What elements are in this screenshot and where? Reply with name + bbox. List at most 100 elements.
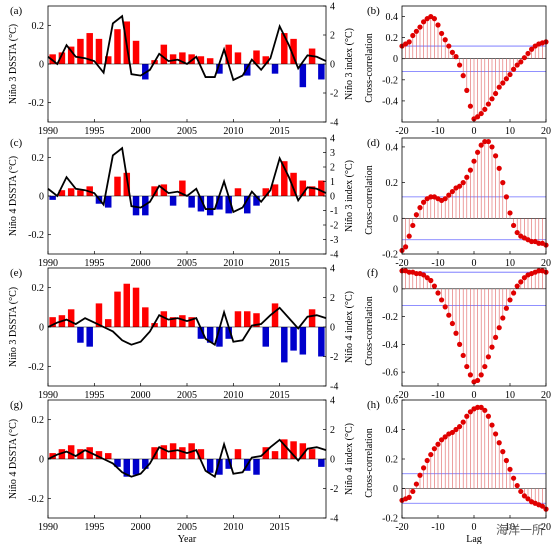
y-right-tick-label-c: 1 xyxy=(330,177,335,188)
x-tick-label-f: 0 xyxy=(472,390,477,401)
stem-marker-b-6 xyxy=(493,90,499,97)
stem-marker-b-1 xyxy=(475,114,481,120)
bar-a-1992 xyxy=(67,46,75,64)
bar-g-2007 xyxy=(206,459,214,473)
y-left-tick-label-c: 0.2 xyxy=(32,153,45,164)
y-tick-label-h: -0.2 xyxy=(382,514,398,525)
panel-label-a: (a) xyxy=(10,5,23,17)
bar-e-2004 xyxy=(179,315,186,327)
x-tick-label-g: 2005 xyxy=(177,522,197,533)
bar-e-2010 xyxy=(234,311,242,327)
index-line-a xyxy=(47,14,327,82)
y-tick-label-b: -0.2 xyxy=(382,75,398,86)
stem-marker-f-8 xyxy=(500,315,506,321)
y-tick-label-d: 0.2 xyxy=(386,178,399,189)
bar-c-2013 xyxy=(262,188,270,196)
stem-marker-b--2 xyxy=(464,87,470,93)
x-tick-label-e: 1995 xyxy=(84,390,104,401)
y-tick-label-f: -0.2 xyxy=(382,312,398,323)
bar-c-1997 xyxy=(114,176,121,196)
x-tick-label-b: -20 xyxy=(395,126,408,137)
y-left-axis-label-c: Niño 4 DSSTA (°C) xyxy=(8,156,19,236)
bar-a-2012 xyxy=(253,50,260,64)
bar-g-2009 xyxy=(225,459,232,469)
stem-marker-f--13 xyxy=(424,275,430,281)
stem-marker-b--18 xyxy=(406,39,412,45)
bar-c-1991 xyxy=(58,190,66,196)
stem-marker-b--10 xyxy=(435,22,441,28)
bar-a-2006 xyxy=(197,56,205,64)
stem-marker-b--4 xyxy=(457,62,463,68)
stem-marker-b-11 xyxy=(510,66,517,72)
y-right-tick-label-a: -2 xyxy=(330,89,338,100)
stem-marker-d-0 xyxy=(471,158,477,164)
bar-e-2019 xyxy=(318,327,325,357)
stem-marker-h--9 xyxy=(439,437,445,443)
y-right-tick-label-a: 4 xyxy=(330,2,335,13)
y-tick-label-h: 0.2 xyxy=(386,455,399,466)
x-tick-label-d: 0 xyxy=(472,258,477,269)
panel-label-b: (b) xyxy=(367,5,380,17)
stem-marker-h--3 xyxy=(460,419,466,425)
stem-marker-b-5 xyxy=(489,96,495,102)
y-left-tick-label-a: 0.2 xyxy=(32,21,45,32)
bar-g-1992 xyxy=(67,445,75,459)
bar-e-1992 xyxy=(67,309,75,327)
bar-e-2000 xyxy=(142,307,149,327)
bar-a-2003 xyxy=(169,54,177,64)
bar-a-1990 xyxy=(49,54,56,64)
stem-marker-b--11 xyxy=(431,16,437,22)
x-tick-label-e: 2000 xyxy=(131,390,151,401)
y-axis-label-f: Cross-correlation xyxy=(364,296,375,365)
bar-e-2017 xyxy=(299,327,307,355)
x-tick-label-a: 2015 xyxy=(270,126,290,137)
y-right-tick-label-e: 2 xyxy=(330,293,335,304)
stem-marker-h--11 xyxy=(431,446,437,452)
bar-a-1999 xyxy=(132,40,140,64)
stem-marker-b--1 xyxy=(467,103,473,109)
bar-a-2019 xyxy=(318,64,325,80)
y-tick-label-f: 0 xyxy=(393,284,398,295)
stem-marker-f-1 xyxy=(475,377,481,384)
bar-a-2016 xyxy=(290,38,297,64)
bar-g-2000 xyxy=(142,459,149,469)
bar-e-2002 xyxy=(160,311,168,327)
panel-label-c: (c) xyxy=(10,137,23,149)
stem-marker-d-11 xyxy=(510,222,517,229)
stem-marker-f-11 xyxy=(510,290,517,296)
stem-marker-d--17 xyxy=(410,222,416,229)
stem-marker-f--6 xyxy=(449,320,455,327)
stem-marker-f--5 xyxy=(453,330,459,336)
bar-g-1995 xyxy=(95,451,103,459)
stem-marker-h--12 xyxy=(428,451,434,458)
bar-e-1990 xyxy=(49,317,56,327)
stem-marker-d-7 xyxy=(496,165,502,171)
stem-marker-d-10 xyxy=(507,210,513,216)
stem-marker-f--4 xyxy=(457,341,463,347)
y-right-tick-label-g: -2 xyxy=(330,484,338,495)
stem-marker-d--1 xyxy=(467,167,473,173)
x-tick-label-a: 2000 xyxy=(131,126,151,137)
y-right-axis-label-a: Niño 3 index (°C) xyxy=(344,28,355,100)
watermark-text: 海洋一所 xyxy=(495,523,544,537)
y-left-tick-label-g: -0.2 xyxy=(28,494,44,505)
stem-marker-d--12 xyxy=(428,194,434,200)
bar-a-1995 xyxy=(95,38,103,64)
x-tick-label-g: 2000 xyxy=(131,522,151,533)
stem-marker-b-12 xyxy=(514,62,520,68)
stem-marker-h--15 xyxy=(417,472,423,478)
stem-marker-f-3 xyxy=(482,363,488,370)
bar-a-1996 xyxy=(104,56,112,64)
stem-marker-f--12 xyxy=(428,277,434,284)
y-right-axis-label-e: Niño 4 index (°C) xyxy=(344,291,355,363)
stem-marker-b-8 xyxy=(500,80,506,86)
stem-marker-d--19 xyxy=(403,244,409,250)
x-tick-label-c: 2000 xyxy=(131,258,151,269)
bar-e-2016 xyxy=(290,327,297,351)
bar-e-1997 xyxy=(114,291,121,327)
y-right-axis-label-c: Niño 3 index (°C) xyxy=(344,160,355,232)
bar-c-1993 xyxy=(77,190,84,196)
bar-c-2003 xyxy=(169,196,177,206)
stem-marker-b-14 xyxy=(521,55,528,61)
